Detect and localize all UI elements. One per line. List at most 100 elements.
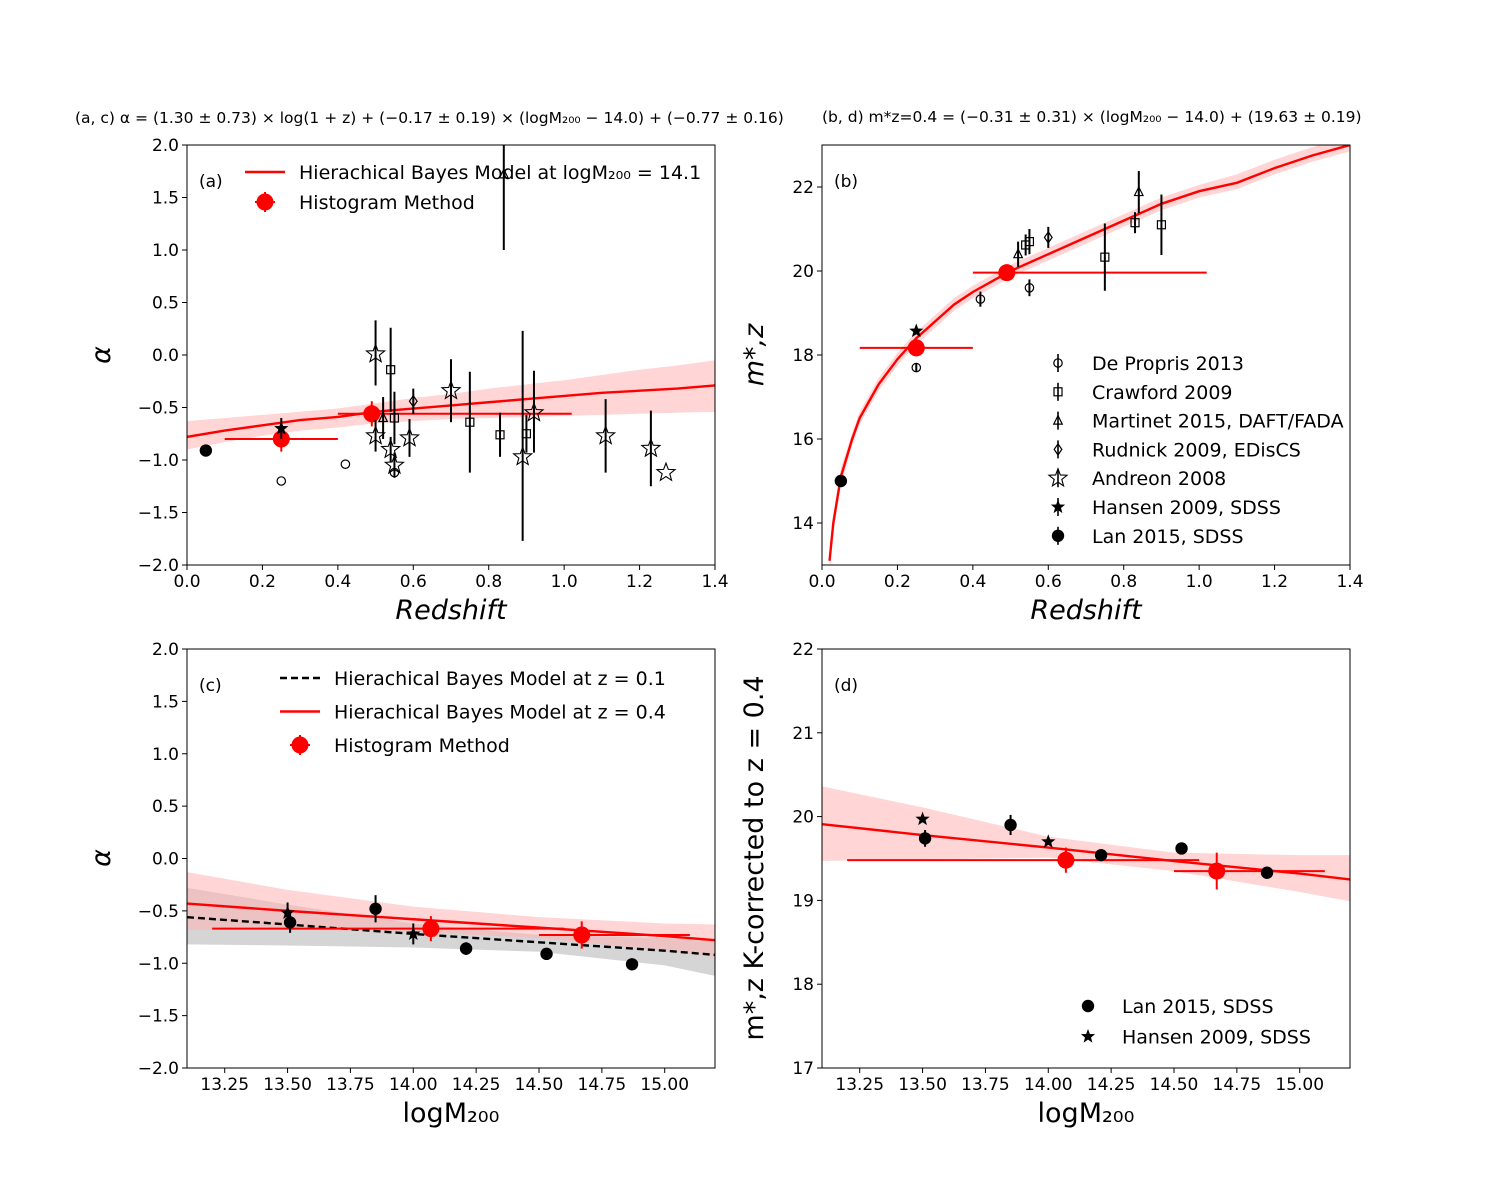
y-tick-label: 1.0 bbox=[152, 745, 179, 765]
data-point-de-propris-2013 bbox=[340, 459, 351, 469]
data-point-crawford-2009 bbox=[495, 412, 505, 457]
legend-label: Hierachical Bayes Model at logM₂₀₀ = 14.… bbox=[299, 162, 701, 184]
panel-label: (c) bbox=[199, 676, 222, 696]
legend-marker bbox=[1052, 414, 1064, 425]
data-point-lan-2015 bbox=[834, 474, 848, 488]
legend-label: Rudnick 2009, EDisCS bbox=[1092, 439, 1301, 461]
legend-item: Lan 2015, SDSS bbox=[1051, 526, 1244, 548]
data-point-crawford-2009 bbox=[386, 327, 396, 412]
plot-area-d bbox=[822, 786, 1350, 902]
marker bbox=[521, 429, 532, 439]
legend-marker bbox=[1050, 499, 1066, 514]
data-point-lan-2015 bbox=[1004, 814, 1017, 836]
legend-item: Hansen 2009, SDSS bbox=[1080, 1027, 1311, 1049]
marker bbox=[369, 902, 382, 915]
data-point-histogram-method bbox=[1174, 852, 1325, 890]
y-tick-label: 20 bbox=[792, 262, 814, 282]
x-tick-label: 14.50 bbox=[1150, 1075, 1199, 1095]
data-point-histogram-method bbox=[337, 401, 572, 427]
legend-item: Hierachical Bayes Model at logM₂₀₀ = 14.… bbox=[245, 162, 701, 184]
legend: De Propris 2013 Crawford 2009 Martinet 201… bbox=[1047, 353, 1344, 548]
x-tick-label: 14.25 bbox=[452, 1075, 501, 1095]
marker bbox=[918, 832, 932, 845]
y-tick-label: 20 bbox=[792, 808, 814, 828]
x-tick-label: 0.0 bbox=[173, 572, 200, 592]
legend: Hierachical Bayes Model at z = 0.1 Hierac… bbox=[280, 668, 666, 757]
y-tick-label: 1.5 bbox=[152, 189, 179, 209]
marker bbox=[495, 430, 505, 440]
marker bbox=[1004, 818, 1017, 832]
x-tick-label: 13.50 bbox=[263, 1075, 312, 1095]
marker bbox=[389, 413, 400, 423]
y-tick-label: 2.0 bbox=[152, 640, 179, 660]
legend-label: Lan 2015, SDSS bbox=[1092, 526, 1244, 548]
data-point-crawford-2009 bbox=[1130, 212, 1140, 234]
legend-marker bbox=[1053, 442, 1063, 456]
marker bbox=[975, 294, 986, 304]
y-tick-label: 0.0 bbox=[152, 346, 179, 366]
y-tick-label: −1.5 bbox=[138, 1007, 179, 1027]
legend-marker bbox=[256, 193, 274, 211]
legend-item: De Propris 2013 bbox=[1053, 353, 1244, 375]
data-point-histogram-method bbox=[972, 264, 1207, 282]
marker bbox=[408, 394, 418, 408]
x-tick-label: 1.0 bbox=[551, 572, 578, 592]
marker bbox=[1012, 247, 1024, 259]
data-point-andreon-2008 bbox=[595, 399, 617, 473]
x-axis-label: Redshift bbox=[1030, 595, 1143, 626]
x-tick-label: 1.4 bbox=[701, 572, 728, 592]
data-point-andreon-2008 bbox=[523, 370, 545, 453]
x-tick-label: 14.00 bbox=[389, 1075, 438, 1095]
data-point-rudnick-2009 bbox=[408, 388, 418, 414]
data-point-hansen-2009 bbox=[909, 323, 924, 338]
x-tick-label: 14.50 bbox=[515, 1075, 564, 1095]
marker bbox=[422, 920, 440, 938]
model-line-0 bbox=[828, 145, 1350, 561]
y-tick-label: −0.5 bbox=[138, 399, 179, 419]
y-tick-label: 2.0 bbox=[152, 136, 179, 156]
y-tick-label: 22 bbox=[792, 640, 814, 660]
x-tick-label: 14.25 bbox=[1087, 1075, 1136, 1095]
legend-marker bbox=[1047, 467, 1069, 488]
legend-marker bbox=[1053, 358, 1063, 368]
data-point-lan-2015 bbox=[1260, 866, 1274, 879]
data-point-andreon-2008 bbox=[383, 452, 405, 478]
legend-item: Rudnick 2009, EDisCS bbox=[1053, 439, 1301, 461]
marker bbox=[459, 942, 473, 955]
marker bbox=[1057, 851, 1075, 869]
x-tick-label: 0.6 bbox=[1035, 572, 1062, 592]
x-tick-label: 1.4 bbox=[1336, 572, 1363, 592]
x-tick-label: 13.75 bbox=[961, 1075, 1010, 1095]
marker bbox=[398, 426, 421, 447]
data-point-lan-2015 bbox=[625, 958, 639, 971]
x-tick-label: 13.25 bbox=[200, 1075, 249, 1095]
marker bbox=[1024, 282, 1035, 293]
legend-item: Lan 2015, SDSS bbox=[1081, 996, 1274, 1018]
x-tick-label: 0.6 bbox=[400, 572, 427, 592]
data-point-histogram-method bbox=[859, 339, 973, 357]
x-tick-label: 1.0 bbox=[1186, 572, 1213, 592]
y-tick-label: −1.0 bbox=[138, 451, 179, 471]
y-tick-label: −1.5 bbox=[138, 504, 179, 524]
y-tick-label: −2.0 bbox=[138, 556, 179, 576]
marker bbox=[199, 444, 213, 457]
data-point-andreon-2008 bbox=[655, 461, 677, 482]
legend-label: Martinet 2015, DAFT/FADA bbox=[1092, 411, 1344, 433]
data-point-martinet-2015 bbox=[498, 145, 510, 250]
marker bbox=[386, 365, 396, 375]
marker bbox=[909, 323, 924, 338]
data-point-martinet-2015 bbox=[377, 397, 389, 439]
marker bbox=[834, 474, 848, 488]
x-tick-label: 13.25 bbox=[835, 1075, 884, 1095]
data-point-histogram-method bbox=[539, 921, 690, 949]
marker bbox=[540, 947, 553, 961]
x-tick-label: 14.75 bbox=[578, 1075, 627, 1095]
panel-a: 0.0 0.2 0.4 0.6 0.8 1.0 1.2 1.4 −2.0 −1.5 −1.0 −0.5… bbox=[86, 136, 729, 626]
legend-label: Histogram Method bbox=[334, 735, 510, 757]
data-point-crawford-2009 bbox=[1156, 194, 1167, 256]
x-tick-label: 14.00 bbox=[1024, 1075, 1073, 1095]
marker bbox=[1133, 185, 1145, 197]
data-point-andreon-2008 bbox=[440, 359, 462, 423]
x-tick-label: 13.75 bbox=[326, 1075, 375, 1095]
legend-label: Andreon 2008 bbox=[1092, 468, 1226, 490]
